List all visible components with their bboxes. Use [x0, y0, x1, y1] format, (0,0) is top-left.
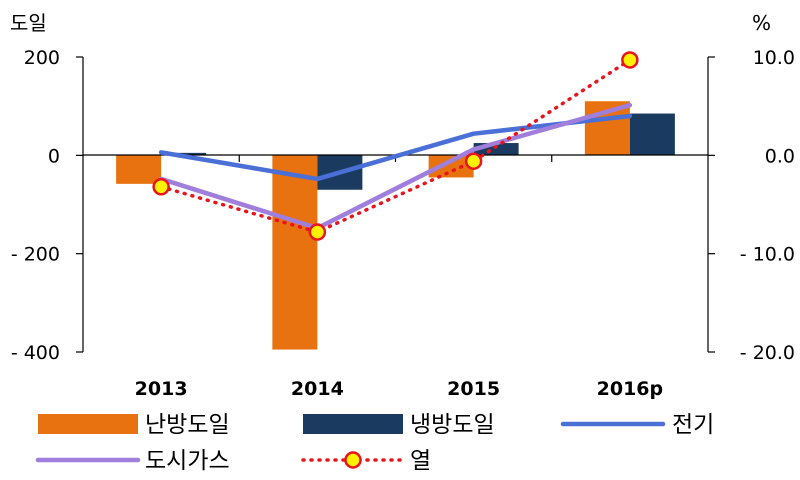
- left-tick-label: - 400: [11, 342, 60, 364]
- legend-label-cooling: 냉방도일: [410, 412, 495, 438]
- legend-label-heat: 열: [410, 448, 431, 474]
- right-tick-label: - 20.0: [740, 342, 795, 364]
- legend-marker-heat: [344, 451, 362, 469]
- line-heat: [159, 58, 632, 234]
- bars-layer: [116, 101, 675, 350]
- point-heat-2015: [464, 152, 483, 170]
- legend-swatch-cooling: [303, 414, 403, 434]
- legend-label-heating: 난방도일: [145, 412, 230, 438]
- right-tick-label: 0.0: [765, 145, 795, 167]
- line-electricity: [158, 113, 633, 182]
- category-label-2013: 2013: [135, 378, 188, 400]
- bar-cooling-2016p: [629, 113, 675, 156]
- legend-swatch-heating: [38, 414, 138, 434]
- bar-heating-2014: [272, 155, 318, 350]
- left-axis-unit: 도일: [10, 11, 47, 35]
- left-tick-label: 200: [24, 47, 60, 69]
- point-heat-2014: [308, 223, 327, 241]
- left-tick-label: 0: [48, 145, 60, 167]
- bar-heating-2013: [116, 155, 162, 184]
- category-label-2014: 2014: [291, 378, 344, 400]
- labels-layer: 200 10.0 0 0.0 - 200 - 10.0 - 400 - 20.0 도일 % 2013…: [10, 11, 795, 400]
- bar-heating-2015: [428, 155, 474, 178]
- legend-label-city-gas: 도시가스: [145, 448, 230, 474]
- right-tick-label: 10.0: [753, 47, 795, 69]
- right-tick-label: - 10.0: [740, 244, 795, 266]
- lines-layer: [152, 51, 639, 241]
- left-tick-label: - 200: [11, 244, 60, 266]
- category-label-2016p: 2016p: [597, 378, 663, 400]
- right-axis-unit: %: [752, 11, 771, 35]
- point-heat-2013: [152, 178, 170, 196]
- category-label-2015: 2015: [447, 378, 500, 400]
- point-heat-2016p: [621, 51, 639, 69]
- legend-label-electricity: 전기: [672, 412, 714, 438]
- line-city-gas: [158, 102, 633, 231]
